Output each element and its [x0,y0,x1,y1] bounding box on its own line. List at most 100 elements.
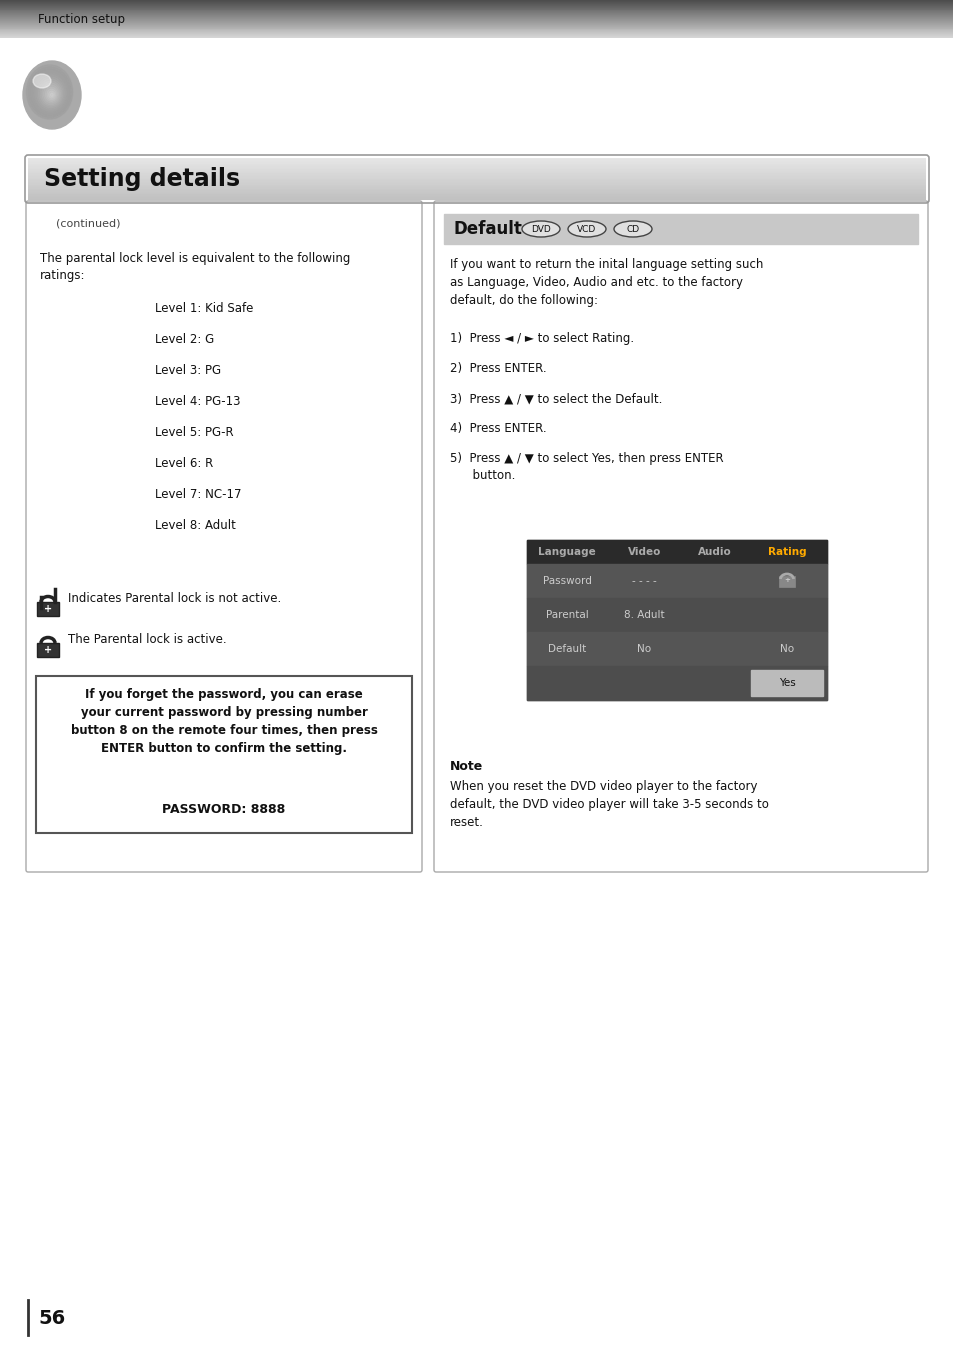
Ellipse shape [614,221,651,237]
Ellipse shape [51,93,53,97]
Text: No: No [780,644,793,654]
Ellipse shape [36,77,65,109]
Text: The parental lock level is equivalent to the following
ratings:: The parental lock level is equivalent to… [40,252,350,282]
Bar [36,675,412,833]
Ellipse shape [33,73,67,113]
Ellipse shape [45,88,57,101]
Bar [526,599,826,632]
Ellipse shape [521,221,559,237]
Text: Default: Default [547,644,585,654]
Text: Yes: Yes [778,678,795,687]
Ellipse shape [30,69,70,116]
Ellipse shape [33,74,51,88]
Ellipse shape [27,65,72,119]
Ellipse shape [40,81,62,106]
FancyBboxPatch shape [434,201,927,872]
Text: Level 3: PG: Level 3: PG [154,364,221,377]
Text: The Parental lock is active.: The Parental lock is active. [68,634,227,646]
Text: 2)  Press ENTER.: 2) Press ENTER. [450,363,546,375]
Text: 56: 56 [38,1309,65,1328]
Bar [28,173,925,174]
Text: Parental: Parental [545,611,588,620]
Bar [28,185,925,186]
Text: CD: CD [626,225,639,233]
Ellipse shape [28,67,71,117]
Ellipse shape [23,61,81,129]
Text: Level 8: Adult: Level 8: Adult [154,519,235,532]
Bar [28,175,925,177]
Text: 8. Adult: 8. Adult [623,611,664,620]
Bar [28,166,925,167]
Bar [28,198,925,200]
Bar [28,187,925,189]
Text: Level 6: R: Level 6: R [154,457,213,470]
Bar [526,541,826,563]
Bar [779,576,794,586]
Text: Language: Language [537,547,596,557]
Ellipse shape [47,89,56,100]
Bar [28,194,925,195]
Text: +: + [44,644,52,655]
Text: If you forget the password, you can erase
your current password by pressing numb: If you forget the password, you can eras… [71,687,377,755]
Text: When you reset the DVD video player to the factory
default, the DVD video player: When you reset the DVD video player to t… [450,780,768,829]
Ellipse shape [31,71,69,115]
Bar [443,214,917,244]
Text: Audio: Audio [697,547,731,557]
Bar [526,563,826,599]
Text: Function setup: Function setup [38,13,125,27]
Bar [526,666,826,700]
Bar [28,171,925,173]
Bar [28,164,925,166]
Text: - - - -: - - - - [632,576,657,586]
Bar [28,162,925,163]
Bar [526,632,826,666]
Text: +: + [783,577,789,582]
Ellipse shape [49,90,54,98]
Text: Level 1: Kid Safe: Level 1: Kid Safe [154,302,253,315]
Bar [28,174,925,175]
Text: Rating: Rating [767,547,805,557]
Text: 5)  Press ▲ / ▼ to select Yes, then press ENTER
      button.: 5) Press ▲ / ▼ to select Yes, then press… [450,452,723,483]
Bar [526,541,826,700]
Bar [28,163,925,164]
Text: If you want to return the inital language setting such
as Language, Video, Audio: If you want to return the inital languag… [450,257,762,307]
Bar [28,179,925,181]
Ellipse shape [42,84,60,105]
Text: 4)  Press ENTER.: 4) Press ENTER. [450,422,546,435]
Bar [28,160,925,162]
Text: 3)  Press ▲ / ▼ to select the Default.: 3) Press ▲ / ▼ to select the Default. [450,392,661,404]
Bar [28,197,925,198]
Bar [28,178,925,179]
Text: VCD: VCD [577,225,596,233]
Bar [28,181,925,182]
Bar [28,183,925,185]
Bar [28,195,925,197]
Ellipse shape [567,221,605,237]
Ellipse shape [44,85,59,102]
Bar [28,170,925,171]
Bar [28,158,925,159]
Bar [28,191,925,193]
Text: Level 5: PG-R: Level 5: PG-R [154,426,233,439]
Bar [28,193,925,194]
Text: (continued): (continued) [56,218,120,229]
Text: Indicates Parental lock is not active.: Indicates Parental lock is not active. [68,592,281,605]
Ellipse shape [35,75,66,111]
Text: Level 4: PG-13: Level 4: PG-13 [154,395,240,408]
Bar [28,182,925,183]
Text: PASSWORD: 8888: PASSWORD: 8888 [162,803,285,816]
Text: DVD: DVD [531,225,550,233]
Text: Level 7: NC-17: Level 7: NC-17 [154,488,241,501]
Bar [37,643,59,656]
Bar [28,159,925,160]
Text: Note: Note [450,760,483,772]
Bar [37,603,59,616]
Text: Default: Default [454,220,522,239]
Bar [28,177,925,178]
FancyBboxPatch shape [26,201,421,872]
Bar [28,186,925,187]
Text: 1)  Press ◄ / ► to select Rating.: 1) Press ◄ / ► to select Rating. [450,332,634,345]
Bar [28,190,925,191]
Text: Setting details: Setting details [44,167,240,191]
Text: No: No [637,644,651,654]
